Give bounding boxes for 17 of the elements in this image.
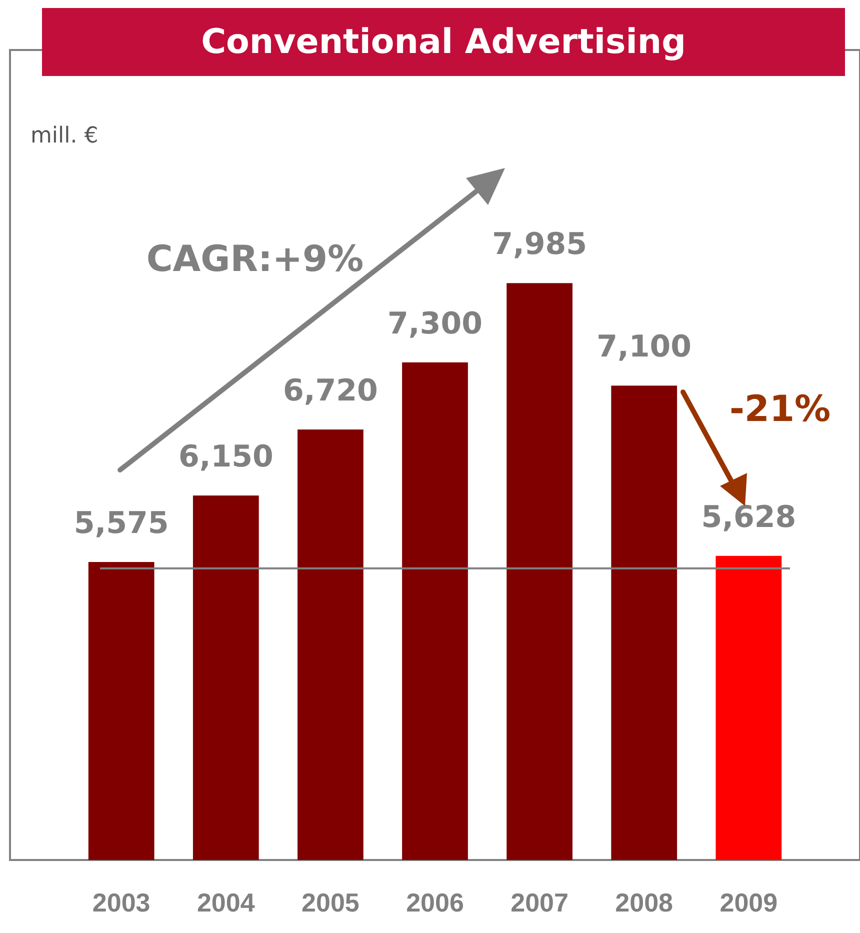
data-label: 5,628 — [701, 500, 796, 535]
data-label: 6,150 — [178, 440, 274, 474]
annotation: CAGR:+9% — [146, 239, 364, 280]
x-tick-label: 2005 — [302, 888, 360, 918]
x-tick-label: 2003 — [92, 888, 150, 918]
x-tick-label: 2007 — [510, 888, 568, 918]
x-tick-label: 2004 — [196, 888, 256, 918]
x-tick-label: 2009 — [720, 888, 778, 918]
data-label: 7,300 — [388, 306, 482, 342]
annotation: -21% — [729, 389, 831, 430]
data-label: 6,720 — [282, 374, 378, 409]
data-label: 7,985 — [492, 227, 588, 262]
x-tick-label: 2006 — [406, 888, 464, 918]
y-axis-title: mill. € — [30, 124, 98, 148]
data-label: 5,575 — [74, 506, 169, 542]
x-tick-label: 2008 — [615, 888, 674, 918]
data-label: 7,100 — [596, 330, 692, 365]
